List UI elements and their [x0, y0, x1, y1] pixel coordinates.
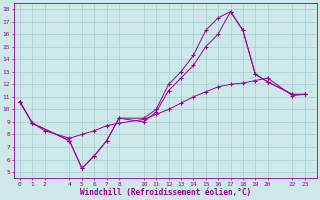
X-axis label: Windchill (Refroidissement éolien,°C): Windchill (Refroidissement éolien,°C) [80, 188, 251, 197]
